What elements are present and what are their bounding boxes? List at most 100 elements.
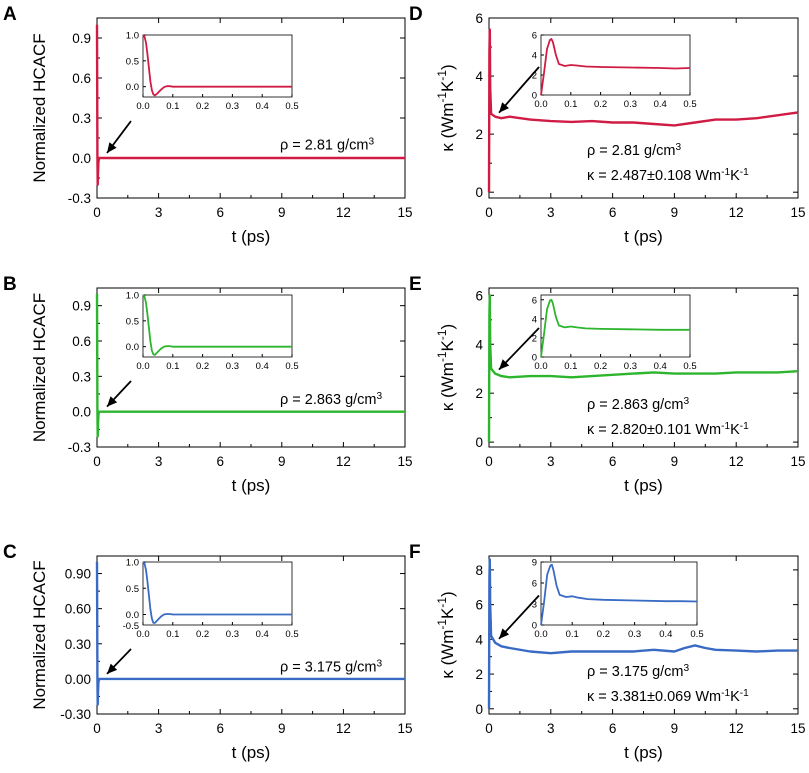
inset-series-line bbox=[142, 34, 292, 97]
x-tick-label: 0 bbox=[485, 721, 493, 736]
y-tick-label: 0.90 bbox=[65, 567, 91, 582]
panel-c: C 0 3 6 9 12 15 -0.30 0.00 0.30 0.60 0.90 t (ps) Norm… bbox=[3, 542, 413, 762]
inset-plot: 0.0 0.1 0.2 0.3 0.4 0.5 0 2 4 6 bbox=[532, 31, 697, 111]
x-tick-label: 0 bbox=[93, 721, 101, 736]
density-annotation: ρ = 2.863 g/cm3 bbox=[280, 391, 383, 409]
y-tick-label: -0.3 bbox=[68, 191, 91, 206]
inset-x-tick-label: 0.2 bbox=[597, 629, 610, 640]
x-tick-label: 9 bbox=[671, 205, 679, 220]
density-annotation: ρ = 3.175 g/cm3 bbox=[280, 658, 383, 676]
inset-y-tick-label: 0 bbox=[532, 353, 537, 364]
arrow-head bbox=[107, 663, 118, 674]
inset-y-tick-label: 4 bbox=[532, 51, 537, 62]
panel-b: B 0 3 6 9 12 15 -0.3 0.0 0.3 0.6 0.9 t (ps) Normalize… bbox=[3, 274, 413, 495]
x-tick-label: 6 bbox=[216, 205, 224, 220]
y-tick-label: 0 bbox=[475, 435, 483, 450]
inset-plot: 0.0 0.1 0.2 0.3 0.4 0.5 0.0 0.5 1.0 bbox=[126, 31, 299, 113]
series-line bbox=[95, 293, 405, 438]
inset-y-tick-label: 1.0 bbox=[126, 31, 139, 42]
x-tick-label: 9 bbox=[278, 205, 286, 220]
y-tick-label: 4 bbox=[475, 337, 483, 352]
x-tick-label: 15 bbox=[790, 721, 805, 736]
x-tick-label: 0 bbox=[93, 205, 101, 220]
inset-frame bbox=[142, 34, 293, 98]
x-tick-label: 9 bbox=[671, 454, 679, 469]
series-line bbox=[487, 294, 799, 443]
y-axis-label: κ (Wm-1K-1) bbox=[435, 64, 457, 151]
x-tick-label: 15 bbox=[790, 205, 805, 220]
inset-y-tick-label: 0.0 bbox=[126, 610, 139, 621]
y-tick-label: 0.00 bbox=[65, 672, 91, 687]
inset-x-tick-label: 0.5 bbox=[285, 629, 298, 640]
inset-x-tick-label: 0.4 bbox=[256, 361, 269, 372]
inset-y-tick-label: 0 bbox=[532, 621, 537, 632]
inset-x-tick-label: 0.1 bbox=[166, 101, 179, 112]
y-tick-label: 0 bbox=[475, 185, 483, 200]
kappa-annotation: κ = 2.820±0.101 Wm-1K-1 bbox=[587, 420, 749, 438]
kappa-annotation: κ = 2.487±0.108 Wm-1K-1 bbox=[587, 166, 749, 184]
y-tick-label: 0.9 bbox=[72, 299, 91, 314]
x-tick-label: 3 bbox=[155, 205, 163, 220]
arrow-head bbox=[107, 396, 118, 407]
inset-y-tick-label: 0.0 bbox=[126, 342, 139, 353]
inset-x-tick-label: 0.5 bbox=[285, 361, 298, 372]
y-tick-label: 2 bbox=[475, 127, 483, 142]
inset-plot: 0.0 0.1 0.2 0.3 0.4 0.5 0.0 0.5 1.0 bbox=[126, 291, 299, 373]
y-axis-label: κ (Wm-1K-1) bbox=[435, 591, 457, 678]
panel-label: E bbox=[409, 274, 422, 295]
inset-y-tick-label: 2 bbox=[532, 71, 537, 82]
inset-x-tick-label: 0.1 bbox=[166, 361, 179, 372]
kappa-annotation: κ = 3.381±0.069 Wm-1K-1 bbox=[587, 688, 749, 706]
y-tick-label: 0 bbox=[475, 702, 483, 717]
inset-x-tick-label: 0.2 bbox=[196, 629, 209, 640]
x-tick-label: 0 bbox=[485, 454, 493, 469]
y-tick-label: 0.9 bbox=[72, 31, 91, 46]
x-tick-label: 15 bbox=[397, 721, 412, 736]
x-tick-label: 12 bbox=[729, 721, 744, 736]
inset-y-tick-label: -0.5 bbox=[123, 621, 139, 632]
inset-plot: 0.0 0.1 0.2 0.3 0.4 0.5 0 3 6 9 bbox=[532, 558, 704, 641]
inset-y-tick-label: 3 bbox=[532, 600, 537, 611]
x-tick-label: 15 bbox=[397, 205, 412, 220]
inset-x-tick-label: 0.0 bbox=[534, 361, 547, 372]
panel-a: A 0 3 6 9 12 15 -0.3 0.0 0.3 0.6 0.9 t (ps) Normalize… bbox=[3, 4, 413, 246]
x-tick-label: 3 bbox=[547, 721, 555, 736]
x-tick-label: 0 bbox=[485, 205, 493, 220]
inset-x-tick-label: 0.3 bbox=[628, 629, 641, 640]
panel-f: F 0 3 6 9 12 15 0 2 4 6 8 t (ps) κ (Wm-1K-1) 0.0 0.1 0.2… bbox=[409, 542, 806, 762]
y-tick-label: 0.60 bbox=[65, 602, 91, 617]
y-axis-label: Normalized HCACF bbox=[30, 560, 49, 709]
y-tick-label: 8 bbox=[475, 563, 483, 578]
inset-x-tick-label: 0.4 bbox=[654, 361, 667, 372]
inset-y-tick-label: 4 bbox=[532, 314, 537, 325]
arrow-head bbox=[107, 142, 117, 153]
y-tick-label: 4 bbox=[475, 69, 483, 84]
x-axis-label: t (ps) bbox=[232, 227, 271, 246]
arrow-line bbox=[498, 66, 540, 114]
x-tick-label: 9 bbox=[278, 454, 286, 469]
y-axis-label: Normalized HCACF bbox=[30, 293, 49, 442]
y-tick-label: 2 bbox=[475, 386, 483, 401]
x-axis-label: t (ps) bbox=[232, 476, 271, 495]
x-tick-label: 6 bbox=[609, 454, 617, 469]
inset-frame bbox=[540, 561, 698, 626]
x-tick-label: 12 bbox=[336, 721, 351, 736]
inset-x-tick-label: 0.3 bbox=[624, 361, 637, 372]
inset-x-tick-label: 0.3 bbox=[624, 99, 637, 110]
inset-x-tick-label: 0.5 bbox=[285, 101, 298, 112]
x-tick-label: 9 bbox=[671, 721, 679, 736]
x-tick-label: 12 bbox=[729, 454, 744, 469]
inset-y-tick-label: 0.0 bbox=[126, 82, 139, 93]
x-tick-label: 6 bbox=[609, 205, 617, 220]
inset-y-tick-label: 1.0 bbox=[126, 558, 139, 569]
inset-x-tick-label: 0.1 bbox=[566, 629, 579, 640]
inset-y-tick-label: 2 bbox=[532, 333, 537, 344]
inset-x-tick-label: 0.1 bbox=[564, 361, 577, 372]
inset-x-tick-label: 0.5 bbox=[683, 361, 696, 372]
series-line bbox=[95, 24, 405, 186]
x-tick-label: 3 bbox=[547, 454, 555, 469]
x-tick-label: 9 bbox=[278, 721, 286, 736]
inset-x-tick-label: 0.0 bbox=[136, 361, 149, 372]
inset-x-tick-label: 0.4 bbox=[256, 629, 269, 640]
y-tick-label: 0.0 bbox=[72, 405, 91, 420]
